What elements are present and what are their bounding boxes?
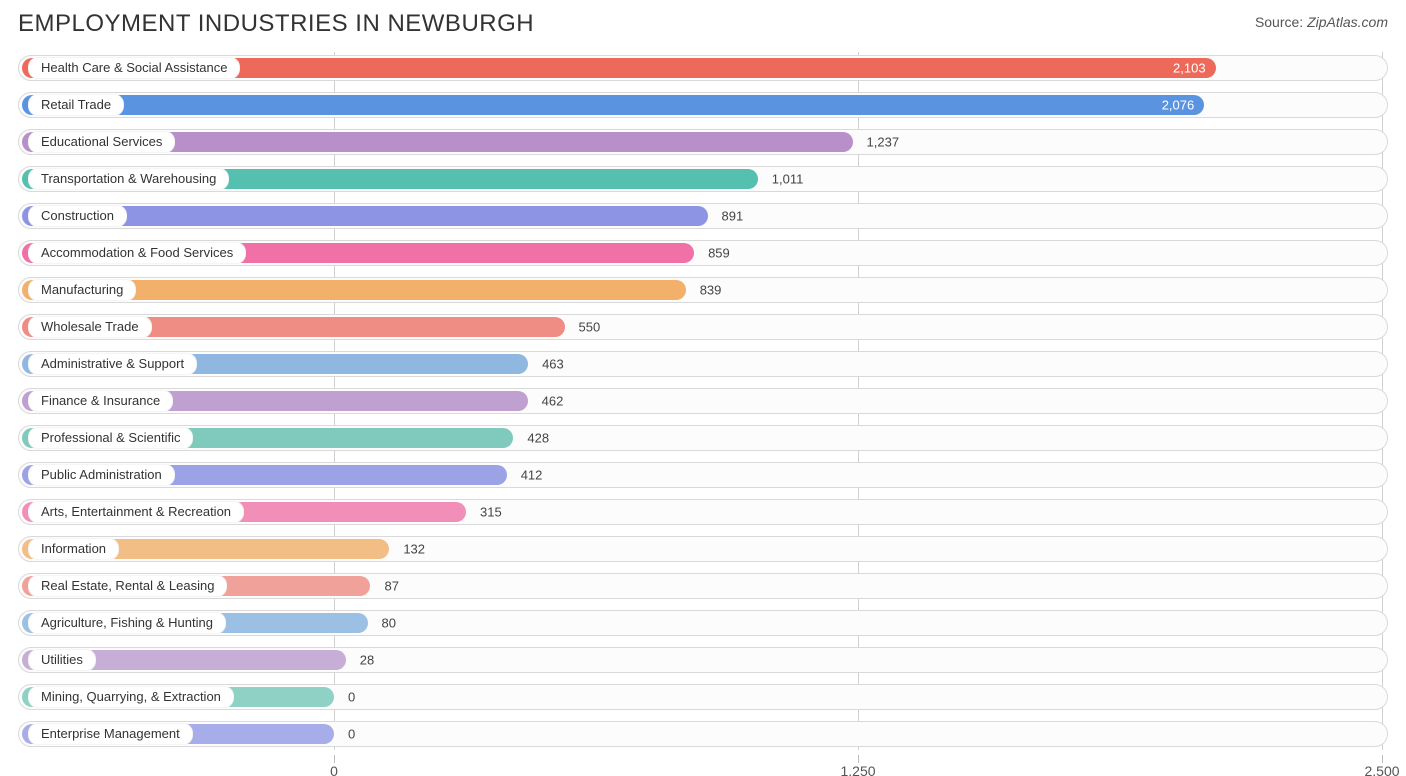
bar-category-label: Health Care & Social Assistance xyxy=(28,57,240,79)
bar-category-label: Finance & Insurance xyxy=(28,390,173,412)
chart-header: EMPLOYMENT INDUSTRIES IN NEWBURGH Source… xyxy=(18,10,1388,38)
bar-rows: Health Care & Social Assistance 2,103 Reta… xyxy=(18,52,1388,750)
tick-label: 2,500 xyxy=(1364,763,1399,776)
bar-value-label: 550 xyxy=(579,320,601,335)
bar-category-label: Agriculture, Fishing & Hunting xyxy=(28,612,226,634)
bar-row: Accommodation & Food Services 859 xyxy=(18,237,1388,269)
bar-category-label: Utilities xyxy=(28,649,96,671)
bar-category-label: Real Estate, Rental & Leasing xyxy=(28,575,227,597)
tick-label: 0 xyxy=(330,763,338,776)
bar-row: Mining, Quarrying, & Extraction 0 xyxy=(18,681,1388,713)
bar-value-label: 891 xyxy=(722,209,744,224)
source-label: Source: xyxy=(1255,14,1303,30)
bar-category-label: Public Administration xyxy=(28,464,175,486)
bar-row: Health Care & Social Assistance 2,103 xyxy=(18,52,1388,84)
bar-value-label: 2,076 xyxy=(1162,98,1195,113)
bar-row: Arts, Entertainment & Recreation 315 xyxy=(18,496,1388,528)
bar-row: Administrative & Support 463 xyxy=(18,348,1388,380)
bar-category-label: Administrative & Support xyxy=(28,353,197,375)
bar-value-label: 315 xyxy=(480,505,502,520)
bar-value-label: 0 xyxy=(348,727,355,742)
bar-category-label: Enterprise Management xyxy=(28,723,193,745)
bar-row: Professional & Scientific 428 xyxy=(18,422,1388,454)
chart-area: Health Care & Social Assistance 2,103 Reta… xyxy=(18,52,1388,776)
bar-category-label: Mining, Quarrying, & Extraction xyxy=(28,686,234,708)
bar-value-label: 839 xyxy=(700,283,722,298)
bar-row: Transportation & Warehousing 1,011 xyxy=(18,163,1388,195)
x-axis: 01,2502,500 xyxy=(18,755,1388,776)
bar-value-label: 412 xyxy=(521,468,543,483)
tick-label: 1,250 xyxy=(840,763,875,776)
bar-category-label: Manufacturing xyxy=(28,279,136,301)
bar-row: Agriculture, Fishing & Hunting 80 xyxy=(18,607,1388,639)
bar-fill xyxy=(22,95,1204,115)
bar-row: Information 132 xyxy=(18,533,1388,565)
bar-row: Public Administration 412 xyxy=(18,459,1388,491)
bar-value-label: 80 xyxy=(382,616,396,631)
bar-row: Manufacturing 839 xyxy=(18,274,1388,306)
bar-category-label: Construction xyxy=(28,205,127,227)
bar-row: Real Estate, Rental & Leasing 87 xyxy=(18,570,1388,602)
bar-category-label: Retail Trade xyxy=(28,94,124,116)
bar-value-label: 2,103 xyxy=(1173,61,1206,76)
tick-mark xyxy=(1382,755,1383,763)
bar-category-label: Wholesale Trade xyxy=(28,316,152,338)
bar-category-label: Transportation & Warehousing xyxy=(28,168,229,190)
bar-value-label: 1,237 xyxy=(867,135,900,150)
bar-category-label: Accommodation & Food Services xyxy=(28,242,246,264)
tick-mark xyxy=(334,755,335,763)
bar-value-label: 87 xyxy=(384,579,398,594)
bar-value-label: 132 xyxy=(403,542,425,557)
bar-row: Construction 891 xyxy=(18,200,1388,232)
bar-category-label: Information xyxy=(28,538,119,560)
bar-row: Finance & Insurance 462 xyxy=(18,385,1388,417)
bar-row: Utilities 28 xyxy=(18,644,1388,676)
source-value: ZipAtlas.com xyxy=(1307,14,1388,30)
bar-row: Wholesale Trade 550 xyxy=(18,311,1388,343)
bar-value-label: 859 xyxy=(708,246,730,261)
bar-value-label: 1,011 xyxy=(772,172,804,187)
chart-container: EMPLOYMENT INDUSTRIES IN NEWBURGH Source… xyxy=(0,0,1406,776)
bar-category-label: Professional & Scientific xyxy=(28,427,193,449)
bar-row: Enterprise Management 0 xyxy=(18,718,1388,750)
tick-mark xyxy=(858,755,859,763)
bar-category-label: Educational Services xyxy=(28,131,175,153)
chart-source: Source: ZipAtlas.com xyxy=(1255,14,1388,30)
bar-row: Educational Services 1,237 xyxy=(18,126,1388,158)
bar-row: Retail Trade 2,076 xyxy=(18,89,1388,121)
bar-value-label: 28 xyxy=(360,653,374,668)
bar-value-label: 463 xyxy=(542,357,564,372)
bar-value-label: 462 xyxy=(542,394,564,409)
bar-value-label: 0 xyxy=(348,690,355,705)
bar-value-label: 428 xyxy=(527,431,549,446)
bar-category-label: Arts, Entertainment & Recreation xyxy=(28,501,244,523)
chart-title: EMPLOYMENT INDUSTRIES IN NEWBURGH xyxy=(18,10,534,38)
